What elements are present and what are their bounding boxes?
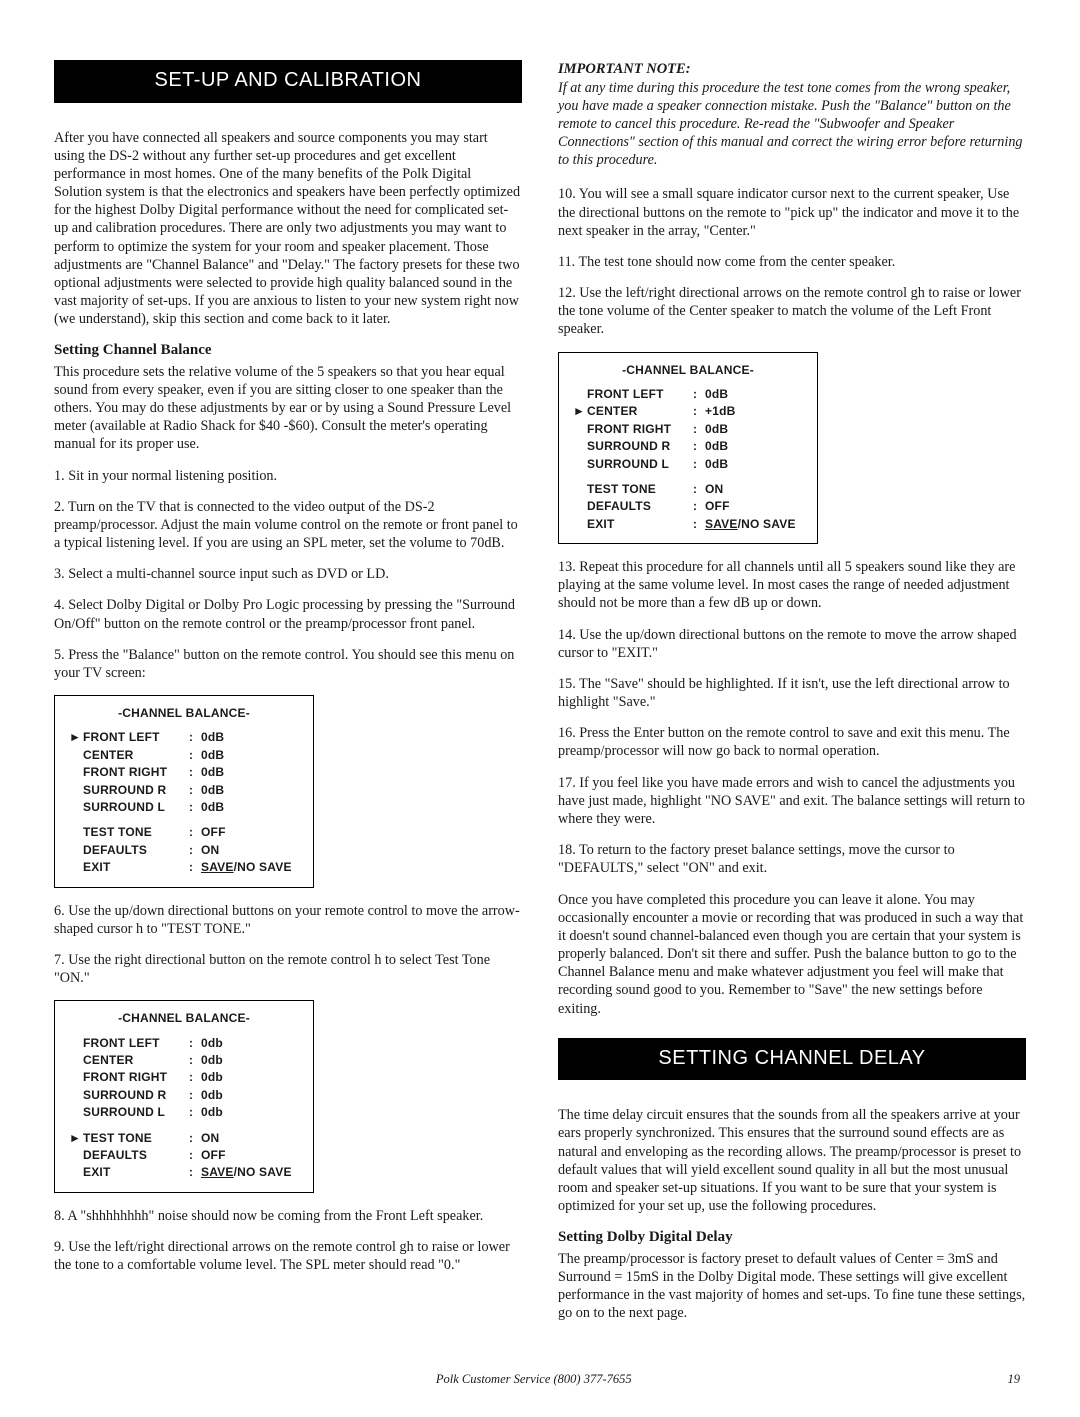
menu-exit-row: EXIT:SAVE/NO SAVE [69,859,299,876]
menu-row: CENTER:0db [69,1052,299,1069]
step-1: 1. Sit in your normal listening position… [54,467,522,485]
footer-service: Polk Customer Service (800) 377-7655 [436,1371,632,1387]
menu1-title: -CHANNEL BALANCE- [69,706,299,721]
menu-channel-balance-3: -CHANNEL BALANCE- FRONT LEFT:0dB►CENTER:… [558,352,818,544]
important-note-body: If at any time during this procedure the… [558,79,1026,170]
page-footer: Polk Customer Service (800) 377-7655 19 [54,1371,1026,1387]
menu-row: SURROUND R:0dB [69,782,299,799]
menu-row: ►FRONT LEFT:0dB [69,729,299,746]
menu-exit-row: EXIT:SAVE/NO SAVE [573,516,803,533]
closing-paragraph: Once you have completed this procedure y… [558,891,1026,1018]
step-5: 5. Press the "Balance" button on the rem… [54,646,522,682]
menu-row: ►TEST TONE:ON [69,1130,299,1147]
section-delay-header: SETTING CHANNEL DELAY [558,1038,1026,1081]
menu-row: SURROUND L:0dB [69,799,299,816]
step-11: 11. The test tone should now come from t… [558,253,1026,271]
section-setup-header: SET-UP AND CALIBRATION [54,60,522,103]
left-column: SET-UP AND CALIBRATION After you have co… [54,60,522,1335]
step-3: 3. Select a multi-channel source input s… [54,565,522,583]
menu-row: DEFAULTS:OFF [69,1147,299,1164]
step-4: 4. Select Dolby Digital or Dolby Pro Log… [54,596,522,632]
delay-intro: The time delay circuit ensures that the … [558,1106,1026,1215]
step-6: 6. Use the up/down directional buttons o… [54,902,522,938]
step-7: 7. Use the right directional button on t… [54,951,522,987]
menu-row: FRONT LEFT:0db [69,1035,299,1052]
menu-row: FRONT RIGHT:0db [69,1069,299,1086]
step-8: 8. A "shhhhhhhh" noise should now be com… [54,1207,522,1225]
step-14: 14. Use the up/down directional buttons … [558,626,1026,662]
menu3-title: -CHANNEL BALANCE- [573,363,803,378]
menu-row: SURROUND R:0db [69,1087,299,1104]
menu1-rows: ►FRONT LEFT:0dBCENTER:0dBFRONT RIGHT:0dB… [69,729,299,876]
step-9: 9. Use the left/right directional arrows… [54,1238,522,1274]
step-2: 2. Turn on the TV that is connected to t… [54,498,522,553]
footer-page-number: 19 [1007,1371,1020,1387]
step-10: 10. You will see a small square indicato… [558,185,1026,240]
menu2-title: -CHANNEL BALANCE- [69,1011,299,1026]
menu-exit-row: EXIT:SAVE/NO SAVE [69,1164,299,1181]
right-column: IMPORTANT NOTE: If at any time during th… [558,60,1026,1335]
step-18: 18. To return to the factory preset bala… [558,841,1026,877]
menu-row: ►CENTER:+1dB [573,403,803,420]
heading-dolby-delay: Setting Dolby Digital Delay [558,1228,1026,1247]
step-12: 12. Use the left/right directional arrow… [558,284,1026,339]
menu-row: TEST TONE:OFF [69,824,299,841]
menu-row: SURROUND L:0db [69,1104,299,1121]
menu-channel-balance-1: -CHANNEL BALANCE- ►FRONT LEFT:0dBCENTER:… [54,695,314,887]
menu-row: DEFAULTS:ON [69,842,299,859]
menu2-rows: FRONT LEFT:0dbCENTER:0dbFRONT RIGHT:0dbS… [69,1035,299,1182]
step-17: 17. If you feel like you have made error… [558,774,1026,829]
menu-row: SURROUND R:0dB [573,438,803,455]
menu-channel-balance-2: -CHANNEL BALANCE- FRONT LEFT:0dbCENTER:0… [54,1000,314,1192]
menu-row: SURROUND L:0dB [573,456,803,473]
step-15: 15. The "Save" should be highlighted. If… [558,675,1026,711]
important-note-heading: IMPORTANT NOTE: [558,60,1026,79]
menu-row: FRONT LEFT:0dB [573,386,803,403]
menu-row: FRONT RIGHT:0dB [573,421,803,438]
menu-row: TEST TONE:ON [573,481,803,498]
menu-row: DEFAULTS:OFF [573,498,803,515]
step-13: 13. Repeat this procedure for all channe… [558,558,1026,613]
menu-row: CENTER:0dB [69,747,299,764]
menu3-rows: FRONT LEFT:0dB►CENTER:+1dBFRONT RIGHT:0d… [573,386,803,533]
step-16: 16. Press the Enter button on the remote… [558,724,1026,760]
channel-balance-intro: This procedure sets the relative volume … [54,363,522,454]
menu-row: FRONT RIGHT:0dB [69,764,299,781]
dolby-delay-body: The preamp/processor is factory preset t… [558,1250,1026,1323]
intro-paragraph: After you have connected all speakers an… [54,129,522,329]
heading-channel-balance: Setting Channel Balance [54,341,522,360]
